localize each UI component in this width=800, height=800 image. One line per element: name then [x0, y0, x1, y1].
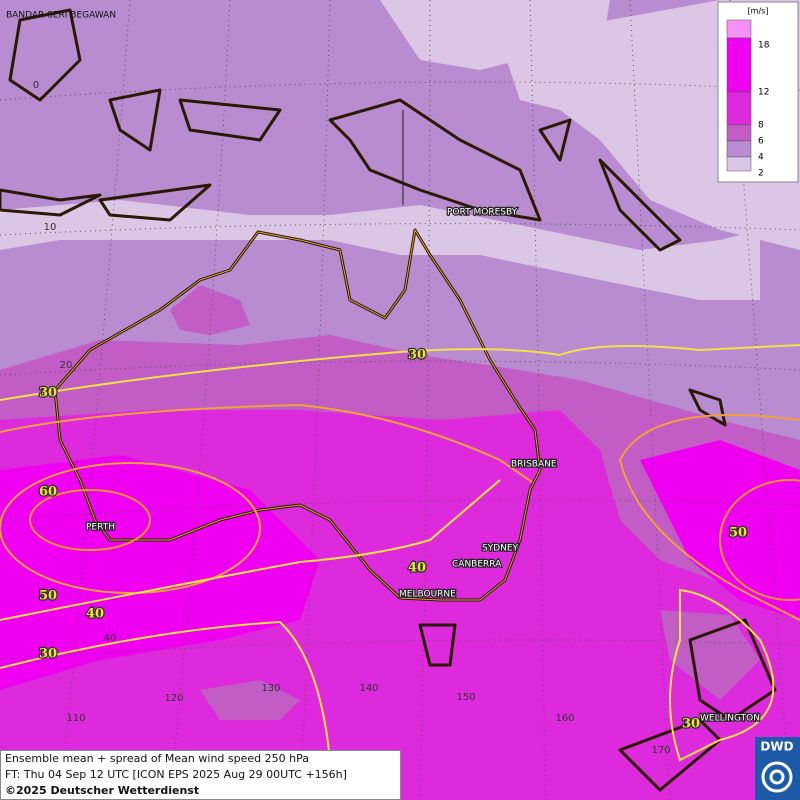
- footer-title: Ensemble mean + spread of Mean wind spee…: [5, 752, 309, 765]
- legend-tick: 18: [758, 41, 770, 51]
- place-label: PORT MORESBY: [447, 208, 518, 218]
- latitude-label: 10: [44, 222, 57, 233]
- longitude-label: 150: [456, 692, 475, 703]
- place-label: SYDNEY: [482, 544, 519, 554]
- longitude-label: 140: [359, 683, 378, 694]
- place-label: BANDAR SERI BEGAWAN: [6, 11, 116, 21]
- footer-time: FT: Thu 04 Sep 12 UTC [ICON EPS 2025 Aug…: [5, 768, 347, 781]
- dwd-logo: DWD: [755, 737, 800, 800]
- contour-label: 60: [39, 485, 57, 500]
- longitude-label: 160: [555, 713, 574, 724]
- footer: Ensemble mean + spread of Mean wind spee…: [0, 750, 401, 800]
- contours: [0, 344, 800, 800]
- contour-label: 30: [408, 348, 426, 363]
- field-light: [380, 0, 800, 250]
- legend-tick: 4: [758, 153, 764, 163]
- place-label: BRISBANE: [511, 460, 557, 470]
- legend: [m/s] 2 4 6 8 12 18: [717, 1, 799, 183]
- place-label: PERTH: [86, 523, 115, 533]
- longitude-label: 110: [66, 713, 85, 724]
- legend-tick: 2: [758, 169, 764, 179]
- contour-label: 50: [39, 589, 57, 604]
- field-mid-patch: [170, 285, 250, 335]
- contour-label: 30: [39, 386, 57, 401]
- place-label: MELBOURNE: [399, 590, 456, 600]
- latitude-label: 0: [33, 80, 39, 91]
- legend-unit: [m/s]: [748, 7, 769, 16]
- field-strongest: [0, 440, 800, 690]
- field-mid-patch: [200, 610, 760, 720]
- contour-label: 40: [86, 607, 104, 622]
- legend-tick: 12: [758, 88, 769, 98]
- legend-tick: 6: [758, 137, 764, 147]
- longitude-label: 130: [261, 683, 280, 694]
- logo-text: DWD: [760, 740, 793, 754]
- field-light-band: [0, 200, 760, 300]
- latitude-label: 40: [104, 633, 117, 644]
- place-label: CANBERRA: [452, 560, 502, 570]
- footer-copyright: ©2025 Deutscher Wetterdienst: [5, 784, 199, 797]
- longitude-label: 120: [164, 693, 183, 704]
- contour-label: 50: [729, 526, 747, 541]
- contour-label: 30: [682, 717, 700, 732]
- place-label: WELLINGTON: [700, 714, 760, 724]
- legend-tick: 8: [758, 121, 764, 131]
- contour-label: 30: [39, 647, 57, 662]
- latitude-label: 20: [60, 360, 73, 371]
- longitude-label: 170: [651, 745, 670, 756]
- contour-label: 40: [408, 561, 426, 576]
